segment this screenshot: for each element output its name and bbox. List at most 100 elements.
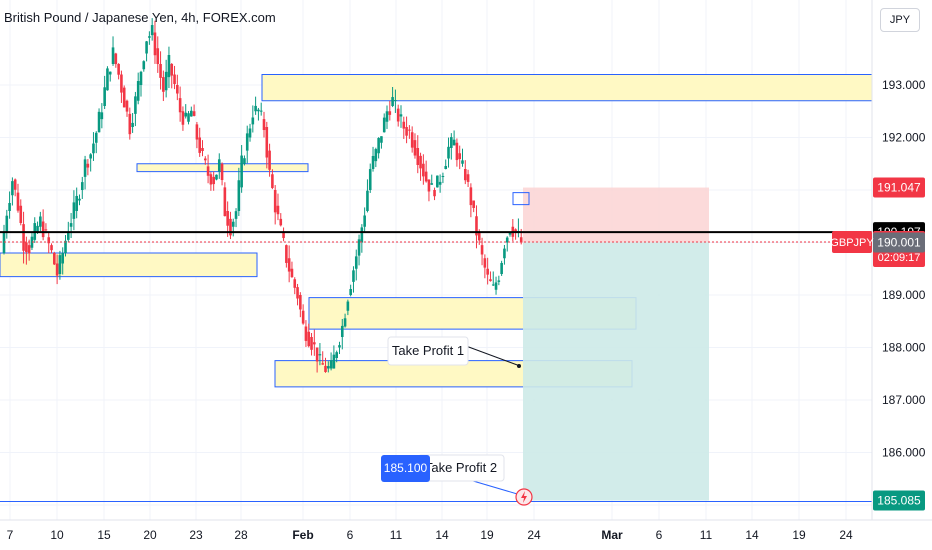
candle-body — [142, 61, 146, 70]
candle-body — [159, 64, 162, 78]
candle-body — [377, 138, 380, 154]
time-tick-label: 11 — [390, 528, 403, 542]
tp1-label-box — [387, 336, 469, 366]
candle-body — [503, 248, 506, 259]
candle-body — [354, 256, 358, 269]
candle-body — [276, 205, 280, 215]
candle-body — [360, 227, 364, 243]
candle-body — [505, 237, 509, 243]
candle-body — [438, 181, 442, 185]
candle-body — [366, 190, 369, 211]
candle-body — [500, 262, 503, 274]
candle-body — [321, 363, 325, 365]
candle-body — [215, 174, 218, 180]
time-tick-label: 24 — [527, 528, 541, 542]
tp2-label: Take Profit 2 — [425, 460, 497, 475]
candle-body — [519, 237, 523, 243]
candle-body — [64, 240, 67, 253]
stop-price-tag-bg — [873, 177, 925, 198]
candle-body — [436, 175, 439, 188]
candle-body — [148, 36, 151, 38]
candle-body — [290, 268, 294, 278]
candle-body — [430, 183, 434, 185]
candle-body — [117, 64, 120, 75]
currency-button[interactable]: JPY — [880, 8, 920, 32]
candle-body — [324, 365, 327, 372]
candle-body — [254, 105, 257, 112]
time-tick-label: 10 — [50, 528, 64, 542]
stop-loss-area — [523, 187, 709, 243]
target-price-tag: 185.085 — [877, 494, 921, 508]
candle-body — [212, 176, 215, 185]
price-tick-label: 189.000 — [882, 288, 926, 302]
candle-body — [472, 200, 475, 208]
candle-body — [170, 64, 174, 76]
candle-body — [452, 139, 456, 146]
candle-body — [299, 295, 302, 310]
candle-body — [327, 366, 330, 369]
candle-body — [237, 180, 241, 211]
candle-body — [268, 150, 271, 170]
candle-body — [134, 96, 137, 114]
candle-body — [44, 229, 48, 231]
candle-body — [125, 100, 129, 112]
countdown-tag: 02:09:17 — [878, 252, 921, 264]
price-axis: 193.000 192.000 189.000 188.000 187.000 186.0… — [830, 0, 932, 520]
time-tick-label: 7 — [7, 528, 14, 542]
lightning-icon — [521, 491, 527, 503]
candle-body — [41, 221, 45, 238]
entry-price-tag-bg — [873, 232, 925, 253]
candle-body — [223, 187, 227, 217]
candle-body — [455, 142, 459, 161]
candle-body — [408, 129, 411, 131]
candle-body — [100, 112, 104, 120]
candle-body — [58, 255, 62, 274]
candle-body — [357, 239, 361, 256]
candle-body — [27, 245, 31, 254]
candle-body — [318, 354, 322, 356]
time-tick-label: 6 — [656, 528, 663, 542]
candle-body — [39, 216, 42, 227]
candle-body — [25, 242, 28, 253]
time-tick-label: 28 — [234, 528, 248, 542]
candle-body — [122, 87, 126, 108]
time-tick-label: Feb — [292, 528, 313, 542]
time-tick-label: 19 — [792, 528, 806, 542]
candle-body — [307, 331, 311, 347]
candle-body — [293, 279, 297, 288]
candle-body — [466, 174, 470, 182]
candle-body — [382, 117, 386, 133]
candle-body — [265, 127, 269, 158]
candle-body — [114, 53, 118, 65]
time-tick-label: 14 — [435, 528, 449, 542]
candle-body — [349, 288, 352, 295]
candle-body — [19, 205, 23, 224]
price-tick-label: 186.000 — [882, 446, 926, 460]
short-position-tool — [523, 187, 709, 501]
candle-body — [508, 232, 512, 235]
symbol-tag-bg — [832, 230, 872, 253]
candle-body — [153, 32, 157, 56]
candle-body — [206, 166, 210, 176]
candle-body — [461, 160, 464, 164]
candle-body — [86, 163, 90, 168]
candle-body — [201, 148, 204, 152]
candle-body — [427, 179, 431, 192]
candle-body — [248, 128, 252, 138]
candle-body — [245, 133, 249, 151]
time-tick-label: 6 — [347, 528, 354, 542]
candle-body — [271, 174, 274, 188]
candle-body — [53, 253, 56, 265]
candle-body — [92, 143, 95, 154]
candle-body — [497, 280, 501, 282]
candle-body — [514, 229, 517, 232]
candle-body — [444, 165, 448, 169]
candle-body — [310, 337, 313, 350]
candle-body — [486, 268, 489, 275]
candle-body — [22, 224, 25, 251]
candle-body — [120, 74, 123, 93]
tp2-price-text: 185.100 — [384, 461, 428, 475]
candle-body — [346, 301, 350, 311]
candle-body — [139, 71, 143, 85]
